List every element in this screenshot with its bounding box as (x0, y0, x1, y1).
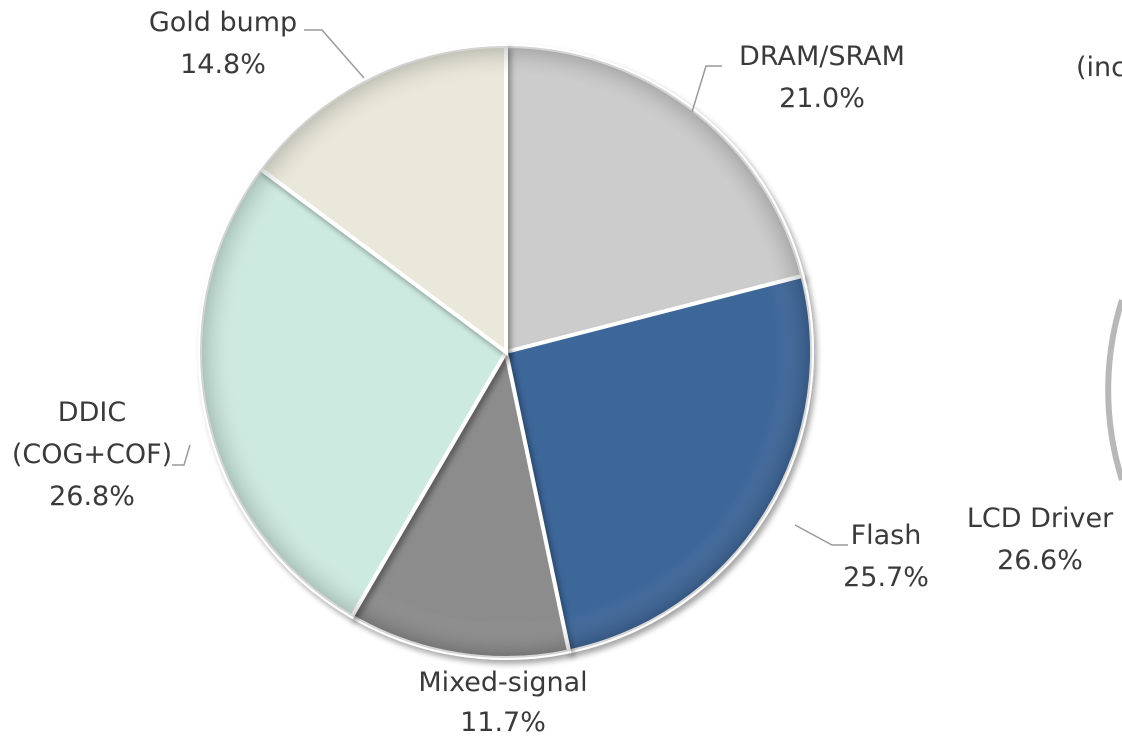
data-label-lcd-driver: 26.6% (997, 545, 1083, 576)
data-label-gold-bump: 14.8% (180, 49, 266, 80)
leader-line-gold-bump (304, 29, 365, 79)
data-label-mixed-signal: 11.7% (460, 707, 546, 737)
category-label-ddic-cog-cof-1: (COG+COF) (12, 439, 172, 470)
category-label-dram-sram: DRAM/SRAM (739, 41, 905, 72)
data-label-dram-sram: 21.0% (779, 83, 865, 114)
category-label-cropped: (inc (1076, 52, 1122, 83)
category-label-flash: Flash (851, 520, 922, 551)
category-label-gold-bump: Gold bump (149, 7, 297, 38)
data-label-ddic-cog-cof: 26.8% (49, 481, 135, 512)
leader-line-ddic-cog-cof (172, 444, 191, 466)
leader-line-flash (794, 524, 848, 546)
category-label-lcd-driver: LCD Driver (967, 503, 1114, 534)
second-pie-edge (1105, 299, 1122, 481)
category-label-ddic-cog-cof-0: DDIC (58, 397, 126, 428)
category-label-mixed-signal: Mixed-signal (418, 667, 587, 698)
data-label-flash: 25.7% (843, 562, 929, 593)
leader-line-dram-sram (691, 65, 722, 113)
